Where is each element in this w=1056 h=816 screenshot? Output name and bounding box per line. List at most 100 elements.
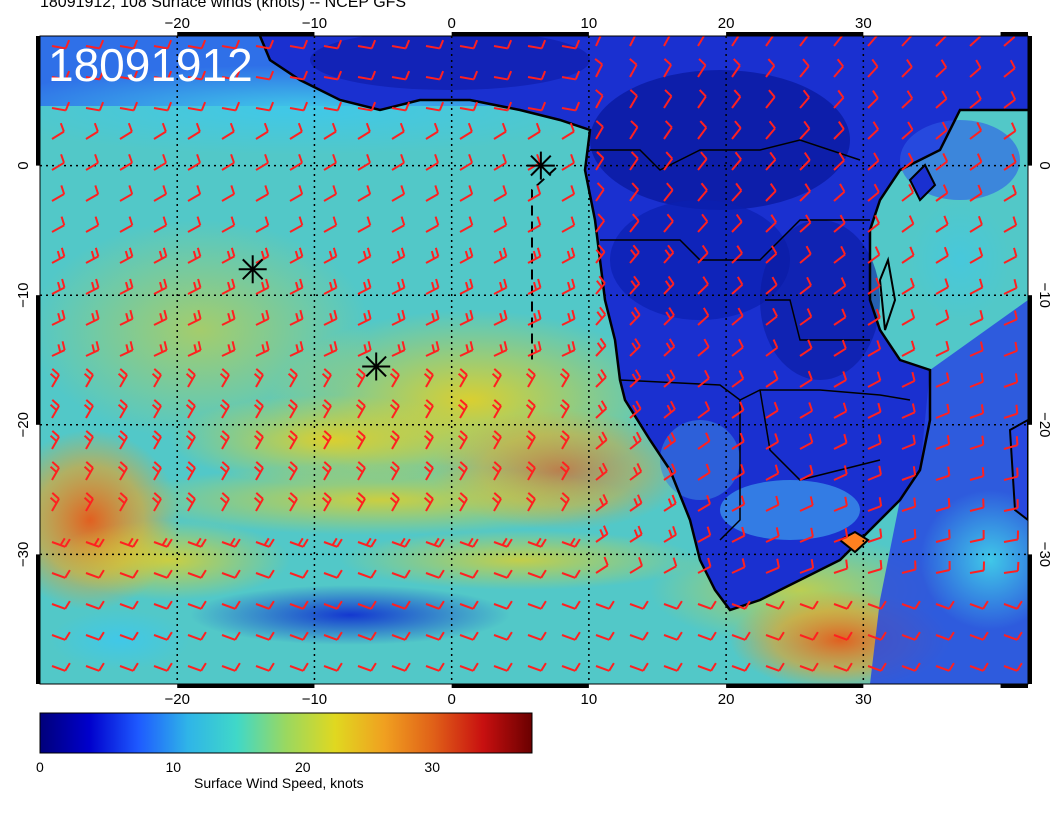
wind-barb xyxy=(119,185,134,202)
wind-barb xyxy=(867,465,882,481)
wind-barb xyxy=(935,278,950,295)
wind-barb xyxy=(901,277,915,295)
wind-barb xyxy=(731,151,742,171)
wind-barb xyxy=(187,216,202,233)
wind-barb xyxy=(255,153,269,171)
wind-barb xyxy=(663,244,675,264)
wind-barb xyxy=(559,368,570,388)
wind-barb xyxy=(187,122,201,140)
wind-barb xyxy=(289,341,304,357)
wind-barb xyxy=(389,399,400,419)
wind-barb xyxy=(595,120,604,140)
wind-barb xyxy=(51,600,71,610)
wind-barb xyxy=(357,185,372,202)
wind-barb xyxy=(731,120,742,140)
wind-barb xyxy=(595,494,609,512)
wind-barb xyxy=(425,70,445,81)
wind-barb xyxy=(833,120,845,140)
wind-barb xyxy=(901,600,921,610)
wind-barb xyxy=(153,569,173,579)
wind-barb xyxy=(765,58,776,78)
wind-barb xyxy=(663,89,673,109)
wind-barb xyxy=(595,400,608,419)
wind-barb xyxy=(153,662,173,672)
wind-barb xyxy=(459,101,479,112)
wind-barb xyxy=(901,497,917,512)
wind-barb xyxy=(901,403,916,419)
wind-barb xyxy=(697,432,711,450)
wind-barb xyxy=(357,153,371,171)
wind-barb xyxy=(85,662,105,672)
wind-barb xyxy=(731,526,746,543)
wind-barb xyxy=(425,309,440,326)
wind-barb xyxy=(493,153,507,171)
wind-barb xyxy=(765,276,778,295)
wind-barb xyxy=(187,185,202,202)
wind-barb xyxy=(1003,36,1016,47)
wind-barb xyxy=(321,461,332,481)
wind-barb xyxy=(323,216,338,233)
wind-barb xyxy=(85,153,99,171)
axis-bar-top xyxy=(1000,32,1028,36)
wind-barb xyxy=(935,529,951,543)
wind-barb xyxy=(289,631,309,641)
wind-barb xyxy=(323,153,337,171)
wind-barb xyxy=(219,368,230,388)
wind-barb xyxy=(629,120,639,140)
wind-barb xyxy=(969,309,984,326)
wind-barb xyxy=(867,528,883,543)
wind-barb xyxy=(867,214,880,233)
wind-barb xyxy=(799,339,813,357)
wind-barb xyxy=(969,530,985,543)
wind-barb xyxy=(1003,59,1016,78)
wind-barb xyxy=(594,58,604,78)
wind-barb xyxy=(51,247,66,264)
wind-barb xyxy=(799,370,813,388)
wind-barb xyxy=(493,101,513,112)
wind-barb xyxy=(287,430,298,450)
lat-tick-label-left: 0 xyxy=(15,161,32,169)
wind-barb xyxy=(629,244,640,264)
wind-barb xyxy=(187,247,202,264)
wind-barb xyxy=(663,36,671,47)
wind-barb xyxy=(969,372,984,388)
wind-barb xyxy=(561,600,581,610)
wind-barb xyxy=(629,494,643,512)
wind-barb xyxy=(187,569,207,579)
wind-barb xyxy=(629,275,641,295)
wind-barb xyxy=(255,341,270,357)
lon-tick-label-bottom: −20 xyxy=(164,691,189,708)
wind-barb xyxy=(799,559,815,574)
wind-barb xyxy=(119,600,139,610)
wind-barb xyxy=(185,368,196,388)
wind-barb xyxy=(289,70,309,81)
wind-barb xyxy=(253,461,264,481)
wind-barb xyxy=(119,122,133,140)
wind-barb xyxy=(629,631,649,641)
wind-barb xyxy=(425,600,445,610)
wind-barb xyxy=(833,662,853,672)
wind-barb xyxy=(49,399,60,419)
lon-tick-label-bottom: −10 xyxy=(302,691,327,708)
wind-barb xyxy=(459,39,479,50)
wind-barb xyxy=(493,278,508,295)
wind-barb xyxy=(153,537,173,548)
wind-barb xyxy=(663,120,673,140)
wind-barb xyxy=(1003,247,1018,264)
wind-barb xyxy=(799,36,809,47)
wind-barb xyxy=(901,528,917,543)
wind-barb xyxy=(527,537,547,548)
wind-barb xyxy=(425,537,445,548)
wind-barb xyxy=(697,338,710,357)
wind-barb xyxy=(799,89,810,109)
wind-barb xyxy=(51,122,65,140)
wind-barb xyxy=(425,153,439,171)
wind-barb xyxy=(629,431,642,450)
wind-barb xyxy=(527,600,547,610)
wind-barb xyxy=(493,39,513,50)
wind-barb xyxy=(323,537,343,548)
wind-barb xyxy=(255,101,275,112)
wind-barb xyxy=(289,662,309,672)
wind-barb xyxy=(935,600,955,610)
wind-barb xyxy=(255,39,275,50)
